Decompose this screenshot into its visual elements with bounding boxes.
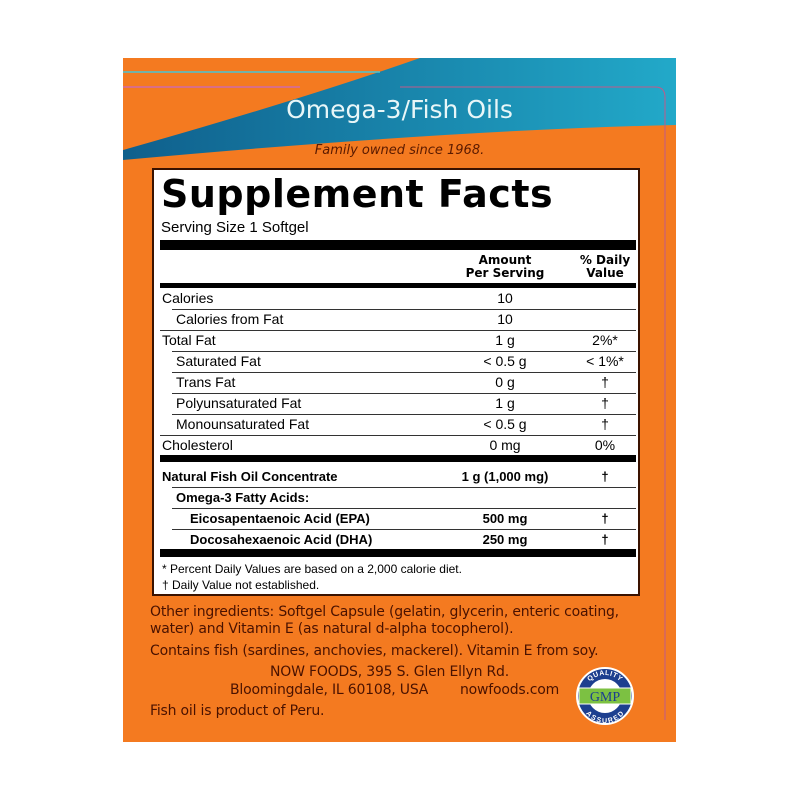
amount-header-line: Per Serving xyxy=(465,266,545,280)
dv-header: % Daily Value xyxy=(570,254,640,280)
row-divider xyxy=(172,351,636,352)
website: nowfoods.com xyxy=(460,682,560,698)
daily-value: † xyxy=(601,374,609,390)
origin: Fish oil is product of Peru. xyxy=(150,703,325,719)
row-divider xyxy=(160,435,636,436)
product-title: Omega-3/Fish Oils xyxy=(286,95,513,124)
table-row: Docosahexaenoic Acid (DHA) 250 mg † xyxy=(160,529,636,550)
table-row: Eicosapentaenoic Acid (EPA) 500 mg † xyxy=(160,508,636,530)
daily-value: † xyxy=(601,395,609,411)
table-row: Natural Fish Oil Concentrate 1 g (1,000 m… xyxy=(160,466,636,488)
footnote: * Percent Daily Values are based on a 2,… xyxy=(162,562,462,576)
amount: < 0.5 g xyxy=(483,416,527,432)
allergens: Contains fish (sardines, anchovies, mack… xyxy=(150,643,599,659)
nutrient-name: Total Fat xyxy=(162,332,216,348)
table-row: Calories 10 xyxy=(160,288,636,310)
table-row: Cholesterol 0 mg 0% xyxy=(160,435,636,456)
nutrient-name: Trans Fat xyxy=(176,374,236,390)
amount-header-line: Amount xyxy=(478,253,532,267)
row-divider xyxy=(172,372,636,373)
gmp-badge-icon: GMP QUALITY ASSURED xyxy=(576,667,634,725)
nutrient-name: Eicosapentaenoic Acid (EPA) xyxy=(190,511,370,526)
amount: 10 xyxy=(497,311,513,327)
nutrient-name: Docosahexaenoic Acid (DHA) xyxy=(190,532,373,547)
nutrient-name: Calories xyxy=(162,290,214,306)
other-ingredients: Other ingredients: Softgel Capsule (gela… xyxy=(150,604,619,638)
daily-value: 2%* xyxy=(592,332,618,348)
table-row: Saturated Fat < 0.5 g < 1%* xyxy=(160,351,636,373)
amount: 1 g xyxy=(495,332,515,348)
table-row: Omega-3 Fatty Acids: xyxy=(160,487,636,509)
amount: 1 g (1,000 mg) xyxy=(461,469,549,484)
dv-header-line: Value xyxy=(586,266,624,280)
facts-title: Supplement Facts xyxy=(161,172,554,216)
footnote: † Daily Value not established. xyxy=(162,578,320,592)
table-row: Monounsaturated Fat < 0.5 g † xyxy=(160,414,636,436)
amount: 500 mg xyxy=(482,511,528,526)
nutrient-name: Cholesterol xyxy=(162,437,233,453)
row-divider xyxy=(172,393,636,394)
row-divider xyxy=(172,529,636,530)
gmp-text: GMP xyxy=(590,690,621,705)
address-line-1: NOW FOODS, 395 S. Glen Ellyn Rd. xyxy=(270,664,509,680)
thick-divider xyxy=(160,549,636,557)
tagline: Family owned since 1968. xyxy=(314,143,485,158)
nutrient-name: Natural Fish Oil Concentrate xyxy=(162,469,338,484)
thick-divider xyxy=(160,455,636,462)
thick-divider xyxy=(160,240,636,250)
daily-value: † xyxy=(601,511,609,526)
daily-value: < 1%* xyxy=(586,353,624,369)
daily-value: † xyxy=(601,416,609,432)
dv-header-line: % Daily xyxy=(579,253,631,267)
amount: 1 g xyxy=(495,395,515,411)
daily-value: † xyxy=(601,469,609,484)
row-divider xyxy=(172,487,636,488)
address-line-2: Bloomingdale, IL 60108, USA xyxy=(230,682,429,698)
amount: < 0.5 g xyxy=(483,353,527,369)
amount: 10 xyxy=(497,290,513,306)
nutrient-name: Omega-3 Fatty Acids: xyxy=(176,490,310,505)
table-row: Calories from Fat 10 xyxy=(160,309,636,331)
ingredients-line: Other ingredients: Softgel Capsule (gela… xyxy=(150,604,619,620)
row-divider xyxy=(172,508,636,509)
nutrient-name: Saturated Fat xyxy=(176,353,261,369)
amount-header: Amount Per Serving xyxy=(455,254,555,280)
nutrient-name: Polyunsaturated Fat xyxy=(176,395,302,411)
daily-value: † xyxy=(601,532,609,547)
nutrient-name: Monounsaturated Fat xyxy=(176,416,310,432)
amount: 250 mg xyxy=(482,532,528,547)
thick-divider xyxy=(160,283,636,288)
ingredients-line: water) and Vitamin E (as natural d-alpha… xyxy=(150,621,514,637)
row-divider xyxy=(172,414,636,415)
row-divider xyxy=(172,309,636,310)
table-row: Polyunsaturated Fat 1 g † xyxy=(160,393,636,415)
serving-size: Serving Size 1 Softgel xyxy=(161,219,309,236)
table-row: Trans Fat 0 g † xyxy=(160,372,636,394)
amount: 0 g xyxy=(495,374,515,390)
amount: 0 mg xyxy=(489,437,521,453)
nutrient-name: Calories from Fat xyxy=(176,311,284,327)
supplement-facts-box xyxy=(152,168,640,596)
row-divider xyxy=(160,330,636,331)
daily-value: 0% xyxy=(594,437,616,453)
table-row: Total Fat 1 g 2%* xyxy=(160,330,636,352)
